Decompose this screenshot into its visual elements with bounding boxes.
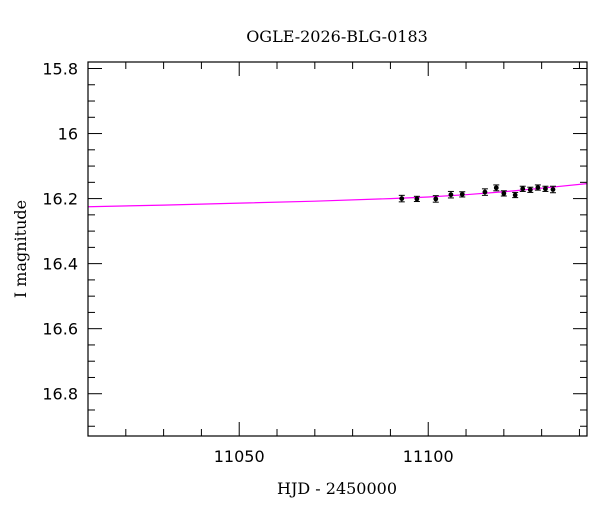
point-marker bbox=[550, 187, 556, 192]
data-point bbox=[413, 195, 420, 203]
point-marker bbox=[543, 186, 548, 192]
data-point bbox=[432, 195, 439, 203]
data-point bbox=[542, 185, 549, 192]
data-point bbox=[398, 194, 405, 203]
data-point bbox=[512, 191, 519, 199]
point-marker bbox=[501, 190, 507, 196]
y-tick-label: 16.2 bbox=[42, 190, 78, 209]
point-marker bbox=[433, 196, 439, 202]
point-marker bbox=[527, 187, 533, 193]
data-point bbox=[534, 184, 541, 191]
data-point bbox=[447, 190, 454, 199]
y-tick-label: 15.8 bbox=[42, 60, 78, 79]
data-point bbox=[459, 191, 466, 198]
point-marker bbox=[448, 192, 454, 198]
data-point bbox=[481, 188, 488, 196]
point-marker bbox=[520, 186, 526, 192]
axis-ticks bbox=[87, 62, 587, 436]
x-axis-label: HJD - 2450000 bbox=[277, 479, 397, 498]
point-marker bbox=[399, 196, 405, 201]
tick-labels: 11050 11100 15.8 16 16.2 16.4 16.6 16.8 bbox=[42, 60, 453, 466]
data-point bbox=[549, 185, 556, 194]
data-point bbox=[493, 184, 500, 192]
x-tick-label: 11100 bbox=[403, 447, 454, 466]
point-marker bbox=[414, 196, 420, 202]
data-point bbox=[527, 186, 534, 193]
chart-title: OGLE-2026-BLG-0183 bbox=[246, 27, 428, 46]
y-tick-label: 16 bbox=[58, 125, 78, 144]
plot-area bbox=[88, 183, 587, 208]
point-marker bbox=[493, 185, 499, 191]
data-points bbox=[398, 184, 556, 203]
y-tick-label: 16.6 bbox=[42, 320, 78, 339]
y-tick-label: 16.8 bbox=[42, 385, 78, 404]
x-tick-label: 11050 bbox=[214, 447, 265, 466]
data-point bbox=[519, 185, 526, 192]
point-marker bbox=[535, 185, 541, 190]
y-tick-label: 16.4 bbox=[42, 255, 78, 274]
point-marker bbox=[459, 191, 465, 197]
data-point bbox=[500, 190, 507, 197]
point-marker bbox=[512, 192, 518, 198]
point-marker bbox=[482, 189, 488, 195]
plot-frame bbox=[87, 61, 588, 437]
model-curve bbox=[88, 183, 587, 208]
y-axis-label: I magnitude bbox=[11, 200, 30, 298]
